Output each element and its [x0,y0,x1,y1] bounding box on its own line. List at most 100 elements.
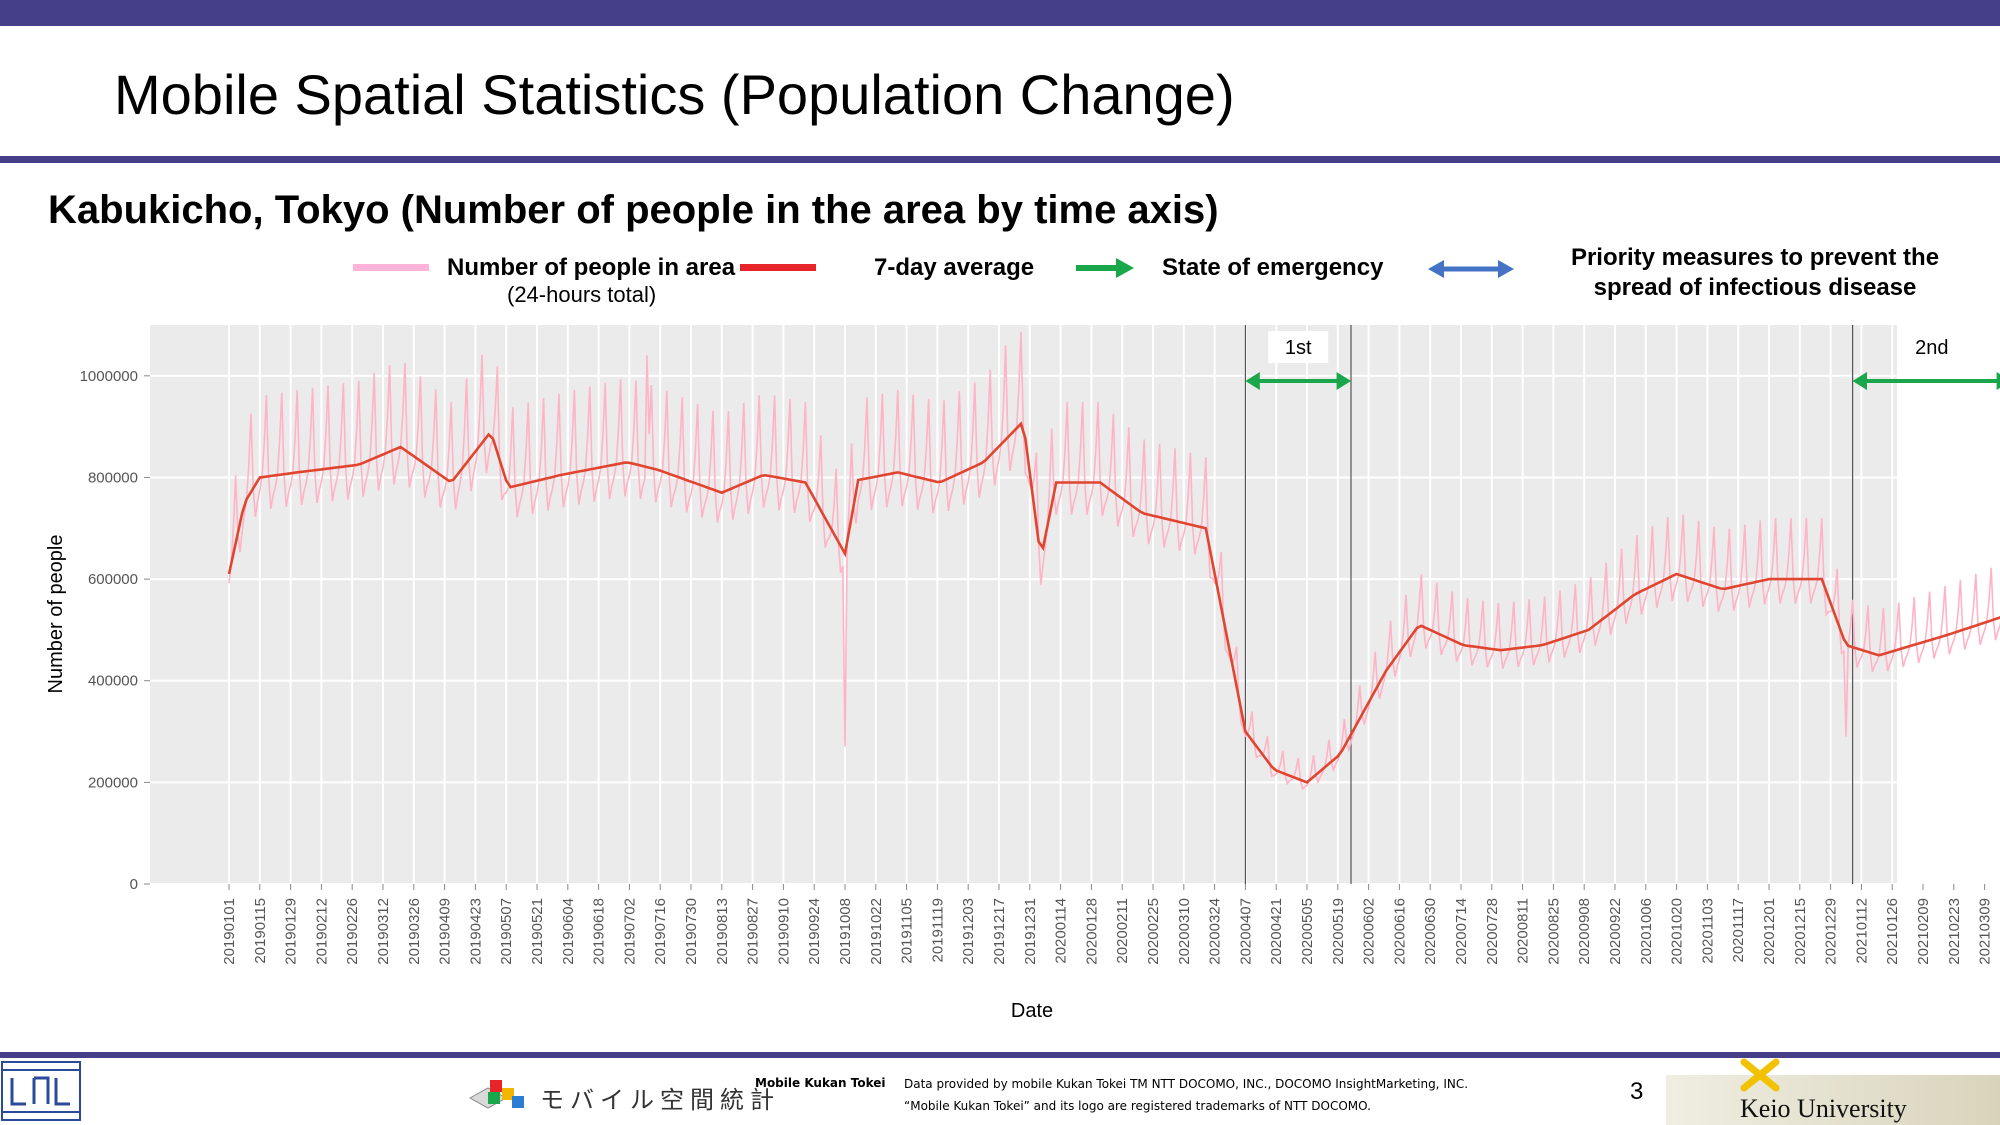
sfc-logo [1,1061,81,1121]
x-tick-label: 20200114 [1053,898,1070,964]
x-tick-label: 20190910 [775,898,792,965]
keio-pen-icon [1740,1058,1780,1092]
legend-label-average: 7-day average [874,254,1035,281]
x-tick-label: 20201006 [1638,898,1655,965]
x-tick-label: 20201215 [1792,898,1809,965]
x-tick-label: 20190129 [283,898,300,965]
x-tick-label: 20210112 [1853,898,1870,964]
y-tick-label: 1000000 [80,368,138,385]
y-tick-label: 200000 [88,774,138,791]
x-tick-label: 20200211 [1114,898,1131,964]
x-tick-label: 20190618 [591,898,608,965]
legend-swatch-average [740,264,816,271]
x-tick-label: 20190827 [745,898,762,965]
x-tick-label: 20201229 [1823,898,1840,965]
university-name: Keio University [1740,1094,1907,1123]
x-tick-label: 20191119 [929,898,946,963]
x-tick-label: 20191022 [868,898,885,965]
x-tick-label: 20190101 [221,898,238,965]
x-tick-label: 20200519 [1330,898,1347,965]
seven-day-average-line [227,421,2000,784]
arrowhead-right [1336,372,1351,390]
x-tick-label: 20200310 [1176,898,1193,965]
x-tick-label: 20200421 [1268,898,1285,965]
x-axis-label: Date [1011,1000,1053,1022]
legend-swatch-emergency [1076,258,1134,278]
x-tick-label: 20200714 [1453,898,1470,965]
x-tick-label: 20190326 [406,898,423,965]
keio-banner [1666,1075,2000,1125]
x-tick-label: 20200630 [1422,898,1439,965]
x-tick-label: 20190312 [375,898,392,965]
x-tick-label: 20201020 [1669,898,1686,965]
x-tick-label: 20190507 [498,898,515,965]
x-tick-label: 20200825 [1545,898,1562,965]
x-tick-label: 20190115 [252,898,269,964]
x-tick-label: 20200922 [1607,898,1624,965]
x-tick-label: 20201117 [1730,898,1747,963]
x-tick-label: 20190813 [714,898,731,965]
arrowhead-left [1852,372,1867,390]
x-tick-label: 20200225 [1145,898,1162,965]
x-tick-label: 20190423 [467,898,484,965]
x-tick-label: 20190521 [529,898,546,965]
x-tick-label: 20190409 [437,898,454,965]
x-tick-label: 20190604 [560,898,577,965]
y-tick-label: 600000 [88,571,138,588]
x-tick-label: 20201103 [1699,898,1716,964]
x-tick-label: 20191105 [899,898,916,964]
y-tick-label: 0 [130,876,138,893]
x-tick-label: 20200505 [1299,898,1316,965]
emergency-label: 1st [1285,337,1312,359]
emergency-label-box [1268,331,1329,363]
footer-divider [0,1052,2000,1058]
x-tick-label: 20200128 [1083,898,1100,965]
emergency-label-box [1901,331,1962,363]
x-tick-label: 20191217 [991,898,1008,965]
brand-jp: モバイル空間統計 [540,1086,780,1114]
emergency-label: 2nd [1915,337,1948,359]
x-tick-label: 20210223 [1946,898,1963,965]
x-tick-label: 20200324 [1207,898,1224,965]
x-tick-label: 20190730 [683,898,700,965]
x-tick-label: 20200602 [1361,898,1378,965]
page-number: 3 [1630,1078,1644,1105]
credit-line-1: Data provided by mobile Kukan Tokei TM N… [904,1077,1469,1091]
slide-title: Mobile Spatial Statistics (Population Ch… [114,63,1235,126]
arrowhead-left [1245,372,1260,390]
x-tick-label: 20190212 [313,898,330,965]
legend-swatch-priority [1428,260,1514,278]
y-tick-label: 800000 [88,469,138,486]
x-tick-label: 20190716 [652,898,669,965]
y-axis-label: Number of people [45,535,67,694]
x-tick-label: 20201201 [1761,898,1778,965]
mobile-kukan-tokei-logo [468,1080,524,1109]
x-tick-label: 20190924 [806,898,823,965]
population-chart: 0 200000 400000 600000 800000 1000000 2019010… [45,325,2000,1022]
top-banner [0,0,2000,26]
x-tick-label: 20190226 [344,898,361,965]
legend-label-priority-line1: Priority measures to prevent the [1570,244,1940,271]
x-tick-label: 20210209 [1915,898,1932,965]
x-tick-label: 20191231 [1022,898,1039,965]
legend-label-people: Number of people in area [447,254,736,281]
x-tick-label: 20190702 [621,898,638,965]
x-tick-label: 20191203 [960,898,977,965]
x-tick-label: 20200728 [1484,898,1501,965]
x-tick-label: 20191008 [837,898,854,965]
legend-swatch-people [353,264,429,271]
x-tick-label: 20210126 [1884,898,1901,965]
chart-subtitle: Kabukicho, Tokyo (Number of people in th… [48,188,1219,232]
legend-label-emergency: State of emergency [1162,254,1384,281]
arrowhead-right [1996,372,2000,390]
x-tick-label: 20200908 [1576,898,1593,965]
x-tick-label: 20200616 [1391,898,1408,965]
brand-en: Mobile Kukan Tokei [755,1076,886,1090]
title-divider [0,156,2000,163]
legend-label-priority-line2: spread of infectious disease [1593,274,1917,301]
legend-sublabel-people: (24-hours total) [507,282,657,307]
credit-line-2: “Mobile Kukan Tokei” and its logo are re… [904,1099,1371,1113]
y-tick-label: 400000 [88,673,138,690]
x-tick-label: 20200811 [1515,898,1532,964]
x-tick-label: 20200407 [1237,898,1254,965]
